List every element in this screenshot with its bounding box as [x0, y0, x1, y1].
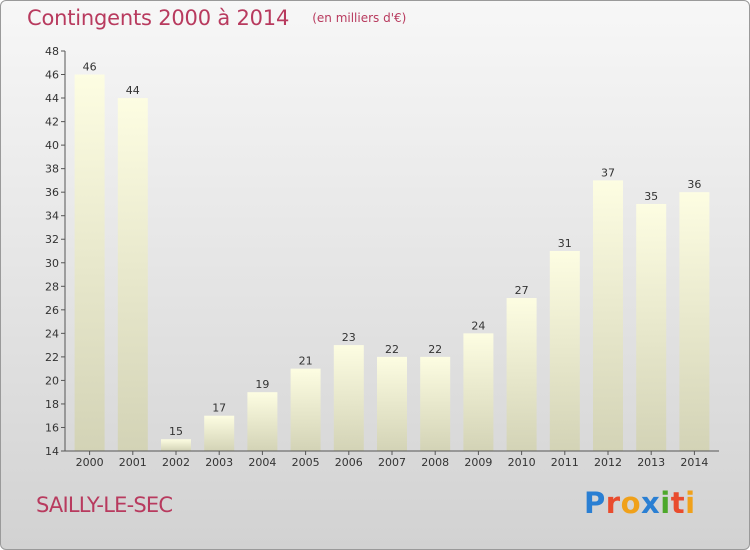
bar-2005: [290, 368, 321, 451]
y-tick-label-34: 34: [45, 210, 59, 223]
bar-2004: [247, 392, 278, 451]
y-tick-label-22: 22: [45, 351, 59, 364]
bar-2000: [74, 74, 105, 451]
data-label-2010: 27: [515, 284, 529, 297]
chart-subtitle: (en milliers d'€): [312, 11, 407, 25]
data-label-2014: 36: [687, 178, 701, 191]
x-tick-label-2005: 2005: [292, 456, 320, 469]
x-tick-label-2000: 2000: [76, 456, 104, 469]
labels-layer: 46 2000 44 2001 15 2002 17 2003 19 2004 21 2005 23 20…: [45, 45, 708, 469]
bar-2011: [549, 251, 580, 451]
y-tick-label-38: 38: [45, 163, 59, 176]
proxiti-logo: Proxiti: [584, 486, 696, 520]
x-tick-label-2004: 2004: [248, 456, 276, 469]
data-label-2009: 24: [471, 319, 485, 332]
data-label-2003: 17: [212, 402, 226, 415]
data-label-2005: 21: [299, 355, 313, 368]
commune-name: SAILLY-LE-SEC: [36, 493, 173, 517]
bars-layer: [74, 74, 710, 452]
bar-2014: [679, 192, 710, 452]
bar-2013: [636, 203, 667, 451]
y-tick-label-40: 40: [45, 139, 59, 152]
y-tick-label-44: 44: [45, 92, 59, 105]
x-tick-label-2008: 2008: [421, 456, 449, 469]
y-tick-label-36: 36: [45, 186, 59, 199]
x-tick-label-2010: 2010: [508, 456, 536, 469]
bar-2010: [506, 298, 537, 451]
data-label-2008: 22: [428, 343, 442, 356]
y-tick-label-46: 46: [45, 69, 59, 82]
y-tick-label-28: 28: [45, 280, 59, 293]
chart-title: Contingents 2000 à 2014: [27, 6, 290, 30]
x-tick-label-2007: 2007: [378, 456, 406, 469]
y-tick-label-30: 30: [45, 257, 59, 270]
data-label-2004: 19: [255, 378, 269, 391]
data-label-2013: 35: [644, 190, 658, 203]
y-tick-label-20: 20: [45, 374, 59, 387]
y-tick-label-42: 42: [45, 116, 59, 129]
data-label-2002: 15: [169, 425, 183, 438]
data-label-2007: 22: [385, 343, 399, 356]
y-tick-label-14: 14: [45, 445, 59, 458]
x-tick-label-2001: 2001: [119, 456, 147, 469]
y-tick-label-32: 32: [45, 233, 59, 246]
data-label-2011: 31: [558, 237, 572, 250]
y-tick-label-18: 18: [45, 398, 59, 411]
bar-2003: [204, 415, 235, 451]
y-tick-label-24: 24: [45, 327, 59, 340]
x-tick-label-2003: 2003: [205, 456, 233, 469]
x-tick-label-2014: 2014: [680, 456, 708, 469]
data-label-2001: 44: [126, 84, 140, 97]
data-label-2000: 46: [83, 61, 97, 74]
bar-2001: [117, 98, 148, 451]
data-label-2006: 23: [342, 331, 356, 344]
bar-2002: [161, 439, 191, 451]
x-tick-label-2012: 2012: [594, 456, 622, 469]
x-tick-label-2002: 2002: [162, 456, 190, 469]
bar-2006: [333, 345, 364, 451]
title-row: Contingents 2000 à 2014 (en milliers d'€…: [27, 6, 406, 30]
bar-2008: [420, 356, 451, 451]
y-tick-label-16: 16: [45, 421, 59, 434]
x-tick-label-2013: 2013: [637, 456, 665, 469]
y-tick-label-48: 48: [45, 45, 59, 58]
bar-2007: [377, 356, 407, 451]
bar-2009: [463, 333, 494, 451]
y-tick-label-26: 26: [45, 304, 59, 317]
x-tick-label-2009: 2009: [464, 456, 492, 469]
axis-layer: [61, 50, 719, 455]
data-label-2012: 37: [601, 166, 615, 179]
x-tick-label-2006: 2006: [335, 456, 363, 469]
bar-2012: [593, 180, 623, 452]
x-tick-label-2011: 2011: [551, 456, 579, 469]
